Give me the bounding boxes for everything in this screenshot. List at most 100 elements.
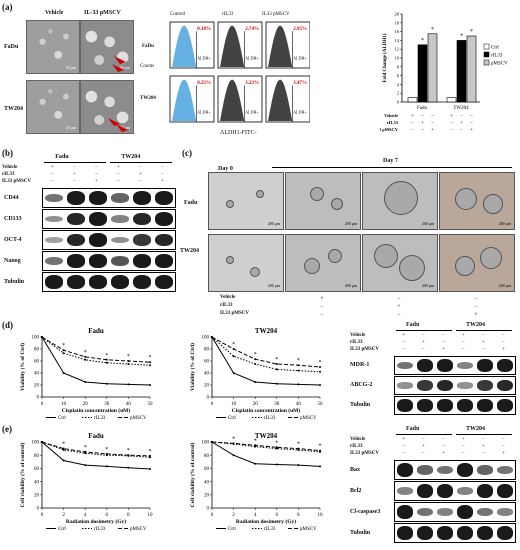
blot-strip <box>42 272 176 292</box>
blot-band <box>397 487 413 495</box>
bar-condition-sign: − <box>450 128 453 133</box>
blot-condition-sign: − <box>402 340 405 345</box>
line-y-tick-label: 100 <box>32 336 40 341</box>
blot-band <box>417 399 433 412</box>
line-y-tick-label: 0 <box>207 396 210 401</box>
bar-y-tick-label: 10 <box>395 56 400 61</box>
tumor-sphere <box>480 247 502 269</box>
flow-histogram <box>220 79 245 121</box>
blot-condition-sign: − <box>502 444 505 449</box>
line-legend-label: Ctrl <box>58 416 66 421</box>
line-significance: * <box>84 350 87 356</box>
line-y-tick-label: 100 <box>202 441 210 446</box>
line-y-tick-label: 80 <box>204 348 210 353</box>
blot-band <box>45 215 63 223</box>
blot-condition-sign: + <box>161 179 164 184</box>
blot-band <box>437 484 453 498</box>
bar-y-tick-label: 12 <box>395 47 400 52</box>
blot-band <box>397 505 413 519</box>
bar-y-tick-label: 8 <box>397 64 400 69</box>
blot-condition-sign: − <box>402 347 405 352</box>
blot-band <box>397 361 413 370</box>
scale-bar-label: 200 μm <box>498 221 511 226</box>
blot-group-label: Fadu <box>406 426 420 432</box>
blot-band <box>397 399 413 412</box>
blot-condition-sign: − <box>502 437 505 442</box>
line-point <box>232 348 235 350</box>
blot-band <box>45 275 63 289</box>
line-y-tick-label: 100 <box>202 336 210 341</box>
line-point <box>319 370 321 373</box>
blot-protein-label: Tubulin <box>350 529 371 536</box>
bar-condition-sign: − <box>421 114 424 119</box>
line-x-tick-label: 4 <box>254 513 257 518</box>
scale-bar-label: 200 μm <box>421 283 434 288</box>
line-x-tick-label: 0 <box>211 513 214 518</box>
flow-gate-label: ALDH+ <box>197 56 211 61</box>
line-significance: * <box>105 353 108 359</box>
line-series-ctrl <box>41 336 151 386</box>
tumor-sphere <box>399 255 425 281</box>
blot-condition-sign: − <box>51 172 54 177</box>
blot-condition-sign: − <box>442 444 445 449</box>
bar-condition-sign: − <box>431 121 434 126</box>
line-point <box>275 463 278 466</box>
blot-strip <box>394 523 516 543</box>
bar-significance: * <box>431 27 434 33</box>
line-y-tick-label: 20 <box>204 384 210 389</box>
line-x-tick-label: 30 <box>104 402 110 407</box>
bar-y-tick-label: 14 <box>395 38 400 43</box>
line-series-pmscv <box>41 336 151 363</box>
blot-strip <box>42 230 176 250</box>
flow-percentage: 2.74% <box>245 27 259 32</box>
blot-band <box>477 465 493 475</box>
line-x-label: Cisplatin concentration (uM) <box>232 407 301 414</box>
line-significance: * <box>149 355 152 361</box>
scale-bar-label: 200 μm <box>267 283 280 288</box>
flow-col-ril33: rIL33 <box>222 12 234 17</box>
blot-condition-label: IL33 pMSCV <box>350 347 380 352</box>
line-y-tick-label: 80 <box>204 454 210 459</box>
line-chart-title: TW204 <box>255 432 278 440</box>
blot-condition-sign: + <box>502 347 505 352</box>
blot-band <box>417 507 433 517</box>
bar-condition-sign: − <box>470 114 473 119</box>
radiation-tw204-chart: TW204 0 20 40 60 80 100 0 2 4 6 8 10 Radiation dosime… <box>189 432 323 532</box>
blot-condition-sign: − <box>462 444 465 449</box>
flow-histogram <box>268 25 293 68</box>
blot-band <box>477 380 493 391</box>
blot-band <box>437 379 453 392</box>
micro-row-tw204: TW204 <box>4 106 24 112</box>
line-point <box>211 441 213 443</box>
bar-condition-sign: + <box>460 121 463 126</box>
western-blot-d: Fadu TW204 Vehicle + − − + − − rIL33 − + − − + − IL33 pM… <box>350 322 518 417</box>
blot-condition-sign: − <box>95 165 98 170</box>
blot-condition-sign: − <box>422 451 425 456</box>
tumor-sphere <box>331 198 343 210</box>
sphere-image: 200 μm <box>285 234 361 292</box>
bar-condition-sign: − <box>450 121 453 126</box>
line-y-label: Viability (% of Ctrl) <box>189 343 196 391</box>
bar-condition-sign: − <box>421 128 424 133</box>
flow-row-tw204: TW204 <box>140 96 156 101</box>
blot-condition-sign: − <box>422 437 425 442</box>
line-significance: * <box>319 360 322 366</box>
line-point <box>41 441 43 443</box>
line-x-tick-label: 20 <box>83 402 89 407</box>
blot-band <box>457 399 473 412</box>
line-significance: * <box>232 342 235 348</box>
blot-condition-sign: − <box>51 179 54 184</box>
sphere-image: 200 μm <box>208 234 284 292</box>
blot-band <box>497 359 513 372</box>
blot-band <box>133 275 151 289</box>
blot-band <box>457 382 473 389</box>
cisplatin-tw204-chart: TW204 0 20 40 60 80 100 0 10 20 30 40 50 Cisplatin co… <box>189 327 323 421</box>
line-significance: * <box>254 438 257 444</box>
line-x-tick-label: 6 <box>106 513 109 518</box>
blot-condition-sign: + <box>442 451 445 456</box>
line-legend-label: pMSCV <box>130 416 147 421</box>
blot-strip <box>394 460 516 480</box>
line-point <box>275 363 278 365</box>
line-x-tick-label: 6 <box>276 513 279 518</box>
line-significance: * <box>254 352 257 358</box>
